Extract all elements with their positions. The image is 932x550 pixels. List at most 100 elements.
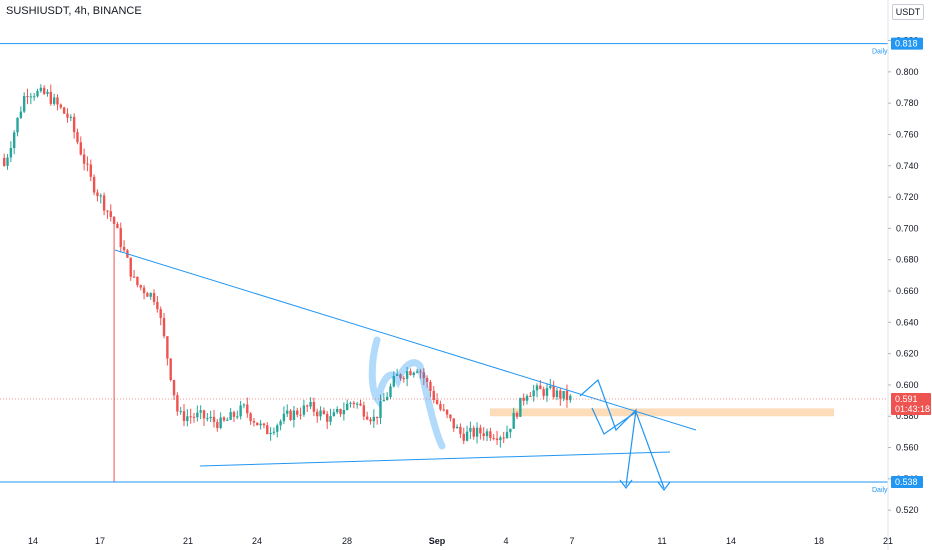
candle-body <box>372 416 376 422</box>
candle-body <box>375 416 379 419</box>
candle-body <box>272 431 276 433</box>
candle-body <box>499 437 502 441</box>
candle-body <box>529 395 532 397</box>
candle-body <box>299 414 302 416</box>
candle-body <box>409 371 412 376</box>
bar-countdown: 01:43:18 <box>895 404 930 414</box>
y-tick-label: 0.680 <box>896 255 919 265</box>
candle-body <box>445 409 449 415</box>
y-tick-label: 0.520 <box>896 505 919 515</box>
candle-body <box>139 285 142 288</box>
candle-body <box>3 157 6 166</box>
candle-body <box>132 276 136 278</box>
candle-body <box>172 380 176 396</box>
candle-body <box>129 257 132 277</box>
candle-body <box>169 358 172 381</box>
candle-body <box>256 422 259 426</box>
candle-body <box>459 426 462 434</box>
candle-body <box>326 414 329 422</box>
candle-body <box>562 390 565 399</box>
candle-body <box>66 113 69 118</box>
candle-body <box>495 438 499 441</box>
candle-body <box>292 410 296 420</box>
candle-body <box>362 405 366 417</box>
candle-body <box>109 211 112 217</box>
candle-body <box>82 154 86 164</box>
support-trendline <box>199 451 671 467</box>
candle-body <box>69 116 72 118</box>
y-tick-label: 0.640 <box>896 317 919 327</box>
candle-body <box>365 416 369 420</box>
pattern-highlight <box>368 336 446 450</box>
candle-body <box>382 400 386 402</box>
candle-body <box>26 96 29 98</box>
candle-body <box>166 336 169 359</box>
candle-body <box>206 418 209 420</box>
candle-body <box>39 87 43 91</box>
candle-body <box>162 317 166 337</box>
candle-body <box>349 402 352 404</box>
candle-body <box>96 192 99 197</box>
candle-body <box>329 416 332 422</box>
x-tick-label: 11 <box>657 536 666 546</box>
candle-body <box>322 410 326 415</box>
candle-body <box>199 410 202 413</box>
candle-body <box>239 405 242 417</box>
candle-body <box>146 293 149 297</box>
candle-body <box>276 425 279 432</box>
x-tick-label: 21 <box>883 536 893 546</box>
currency-button[interactable]: USDT <box>892 4 924 20</box>
candle-body <box>106 210 109 212</box>
candle-body <box>6 157 9 166</box>
candle-body <box>99 195 102 197</box>
candle-body <box>159 309 162 318</box>
projection-arrow-1 <box>619 479 633 489</box>
candle-body <box>289 410 292 420</box>
candle-body <box>439 403 442 410</box>
candle-body <box>475 427 479 437</box>
candle-body <box>209 416 212 419</box>
candle-body <box>76 132 79 143</box>
x-tick-label: 7 <box>569 536 574 546</box>
candle-body <box>242 404 246 406</box>
y-tick-label: 0.660 <box>896 286 919 296</box>
candle-body <box>32 96 36 98</box>
candle-body <box>535 385 539 391</box>
candle-body <box>269 432 272 435</box>
candle-body <box>399 374 402 379</box>
candle-body <box>122 246 126 251</box>
candle-body <box>156 301 159 310</box>
candle-body <box>222 417 226 421</box>
candle-body <box>549 385 552 388</box>
projection-path-1 <box>579 378 637 487</box>
candle-body <box>179 411 182 413</box>
candle-body <box>565 390 569 401</box>
candle-body <box>79 142 82 155</box>
candle-body <box>505 432 509 439</box>
level-price-tag <box>891 37 923 50</box>
candle-body <box>425 378 429 382</box>
candle-body <box>112 216 116 224</box>
candle-body <box>189 416 192 418</box>
candle-body <box>359 403 362 406</box>
y-tick-label: 0.600 <box>896 380 919 390</box>
candle-body <box>202 410 206 419</box>
candle-body <box>229 412 232 420</box>
candle-body <box>429 381 432 391</box>
x-tick-label: 18 <box>814 536 824 546</box>
y-tick-label: 0.800 <box>896 67 919 77</box>
x-tick-label: 14 <box>726 536 736 546</box>
candle-body <box>352 402 356 405</box>
candle-body <box>216 421 219 429</box>
x-tick-label: 17 <box>95 536 105 546</box>
candle-body <box>212 416 216 422</box>
candle-body <box>86 163 89 165</box>
candle-body <box>555 390 559 398</box>
candle-body <box>492 438 495 440</box>
y-tick-label: 0.720 <box>896 192 919 202</box>
candle-body <box>469 427 472 432</box>
candle-body <box>542 389 545 396</box>
candle-body <box>102 195 106 211</box>
x-tick-label: 4 <box>503 536 508 546</box>
